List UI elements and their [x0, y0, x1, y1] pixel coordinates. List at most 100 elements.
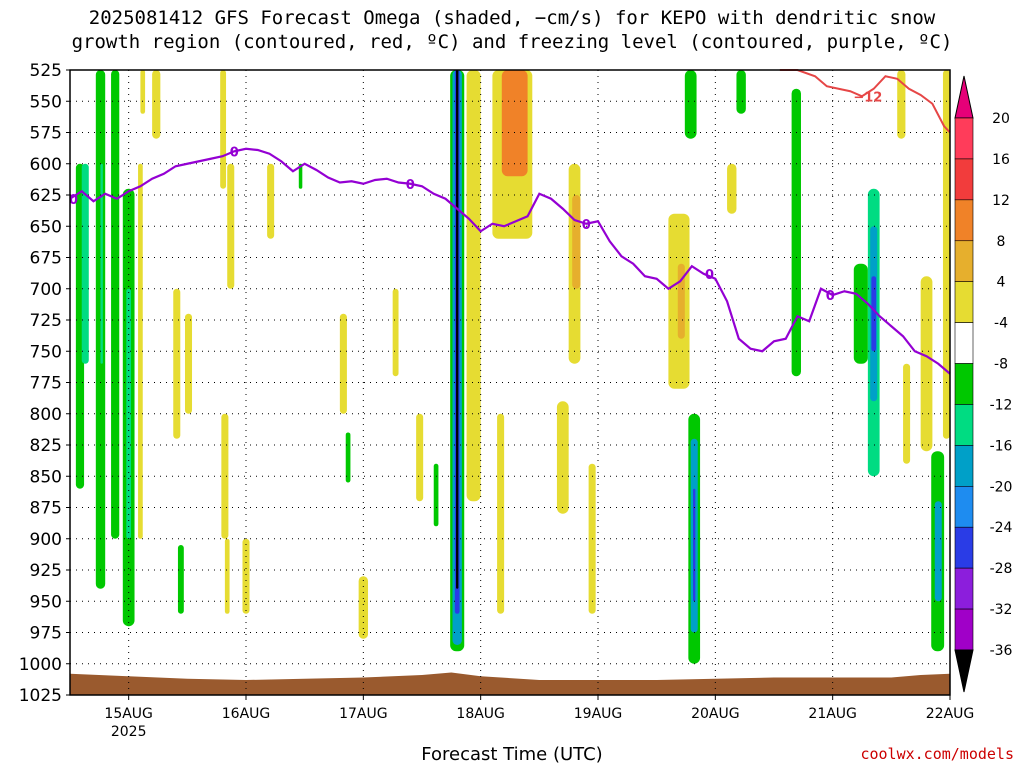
omega-region — [727, 163, 737, 214]
dgz-contour-line — [779, 69, 951, 134]
omega-region — [456, 70, 459, 589]
omega-region — [934, 501, 942, 602]
terrain-surface — [70, 672, 950, 695]
colorbar-swatch — [954, 567, 974, 610]
y-tick-label: 625 — [30, 186, 62, 206]
x-tick-label: 15AUG — [104, 706, 153, 722]
colorbar-label: -32 — [990, 602, 1013, 618]
freezing-level-label: 0 — [406, 178, 415, 193]
omega-region — [416, 413, 424, 502]
dgz-contour-label: −12 — [853, 90, 882, 105]
y-tick-label: 825 — [30, 436, 62, 456]
x-tick-sublabel: 2025 — [111, 724, 147, 740]
colorbar-swatch — [954, 199, 974, 242]
y-tick-label: 925 — [30, 561, 62, 581]
omega-region — [903, 363, 911, 464]
colorbar-swatch — [954, 608, 974, 651]
x-tick-label: 16AUG — [222, 706, 271, 722]
omega-region — [791, 88, 801, 377]
x-tick-label: 21AUG — [808, 706, 857, 722]
y-tick-label: 950 — [30, 592, 62, 612]
colorbar-bottom-arrow — [954, 649, 974, 693]
contour-layer: 0 0 0 0 0 0 −12 — [69, 69, 951, 375]
colorbar-swatch — [954, 445, 974, 487]
colorbar-swatch — [954, 281, 974, 323]
y-tick-label: 1000 — [19, 655, 62, 675]
colorbar-label: 16 — [992, 152, 1010, 168]
y-tick-label: 775 — [30, 374, 62, 394]
freezing-level-label: 0 — [826, 289, 835, 304]
y-tick-label: 800 — [30, 405, 62, 425]
omega-region — [220, 70, 227, 189]
x-tick-label: 20AUG — [691, 706, 740, 722]
colorbar-swatch — [954, 404, 974, 446]
colorbar-swatch — [954, 117, 974, 160]
omega-region — [358, 576, 369, 639]
y-tick-label: 700 — [30, 280, 62, 300]
colorbar-label: 8 — [997, 234, 1006, 250]
y-tick-label: 900 — [30, 530, 62, 550]
colorbar-label: -8 — [994, 357, 1008, 373]
chart-title: 2025081412 GFS Forecast Omega (shaded, −… — [0, 6, 1024, 54]
colorbar-label: 20 — [992, 111, 1010, 127]
omega-region — [433, 463, 439, 527]
colorbar-label: -28 — [990, 561, 1013, 577]
omega-region — [920, 276, 933, 452]
freezing-level-label: 0 — [230, 145, 239, 160]
omega-region — [572, 195, 581, 289]
omega-region — [173, 288, 181, 439]
colorbar-swatch — [954, 322, 974, 364]
colorbar-label: -16 — [990, 438, 1013, 454]
axis-labels: 525 550 575 600 625 650 675 700 725 750 775 800 825 8… — [19, 61, 975, 740]
y-tick-label: 1025 — [19, 686, 62, 706]
omega-region — [497, 413, 505, 614]
site-credit-link[interactable]: coolwx.com/models — [860, 745, 1014, 763]
terrain-layer — [70, 672, 950, 695]
y-tick-label: 875 — [30, 499, 62, 519]
colorbar-label: -20 — [990, 479, 1013, 495]
omega-region — [267, 163, 275, 239]
x-tick-label: 19AUG — [574, 706, 623, 722]
colorbar: 20 16 12 8 4 -4 -8 -12 -16 -20 -24 -28 -32 -36 — [954, 75, 1013, 693]
omega-region — [501, 70, 528, 177]
omega-region — [152, 70, 161, 139]
omega-region — [298, 163, 303, 189]
omega-region — [736, 70, 746, 114]
freezing-level-label: 0 — [69, 193, 78, 208]
x-tick-label: 17AUG — [339, 706, 388, 722]
y-tick-label: 550 — [30, 92, 62, 112]
omega-region — [140, 70, 146, 114]
x-tick-label: 22AUG — [926, 706, 975, 722]
y-tick-label: 850 — [30, 467, 62, 487]
omega-region — [138, 163, 143, 539]
colorbar-swatch — [954, 363, 974, 405]
colorbar-label: 12 — [992, 193, 1010, 209]
colorbar-label: -36 — [990, 643, 1013, 659]
y-tick-label: 575 — [30, 124, 62, 144]
omega-region — [897, 70, 906, 139]
omega-region — [100, 163, 103, 364]
omega-region — [392, 288, 399, 377]
omega-region — [221, 413, 229, 539]
chart-title-line-1: 2025081412 GFS Forecast Omega (shaded, −… — [88, 7, 936, 29]
omega-region — [345, 432, 351, 483]
x-axis-title: Forecast Time (UTC) — [421, 744, 603, 765]
omega-region — [693, 488, 696, 602]
omega-region — [184, 313, 193, 414]
x-tick-label: 18AUG — [456, 706, 505, 722]
freezing-level-label: 0 — [705, 268, 714, 283]
colorbar-label: -12 — [990, 397, 1013, 413]
freezing-level-label: 0 — [582, 218, 591, 233]
colorbar-label: -4 — [994, 316, 1008, 332]
omega-region — [227, 163, 235, 289]
colorbar-swatch — [954, 158, 974, 201]
omega-region — [853, 263, 868, 364]
colorbar-label: -24 — [990, 520, 1013, 536]
y-tick-label: 525 — [30, 61, 62, 81]
colorbar-label: 4 — [997, 275, 1006, 291]
y-tick-label: 750 — [30, 342, 62, 362]
chart-title-line-2: growth region (contoured, red, ºC) and f… — [71, 31, 953, 53]
colorbar-swatch — [954, 526, 974, 569]
y-tick-label: 975 — [30, 624, 62, 644]
